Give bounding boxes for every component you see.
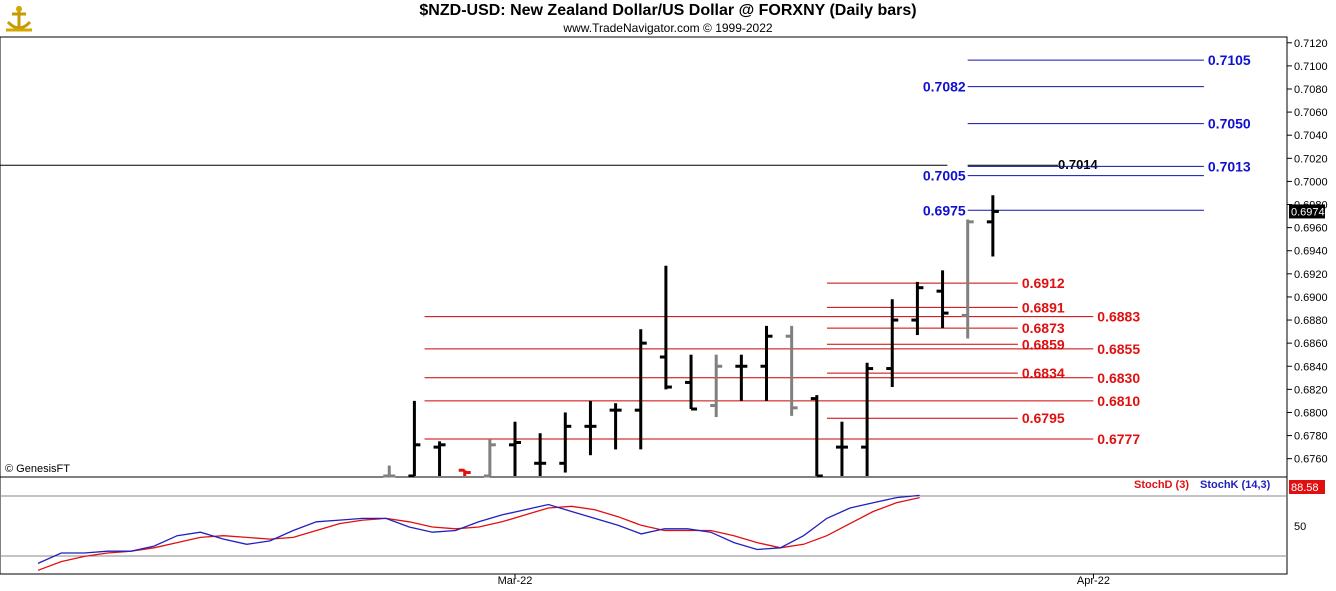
chart-header: $NZD-USD: New Zealand Dollar/US Dollar @… [0, 0, 1336, 36]
ohlc-bar [559, 412, 572, 473]
ohlc-bar [685, 354, 698, 411]
support-level-label: 0.6883 [1097, 309, 1140, 325]
chart-subtitle: www.TradeNavigator.com © 1999-2022 [563, 21, 773, 35]
y-tick-label: 0.6920 [1294, 269, 1328, 281]
ohlc-bar [408, 400, 421, 478]
fib-level-label: 0.7105 [1208, 52, 1251, 68]
y-tick-label: 0.6800 [1294, 407, 1328, 419]
ohlc-bar [886, 299, 899, 388]
y-tick-label: 0.6900 [1294, 292, 1328, 304]
y-tick-label: 0.6840 [1294, 361, 1328, 373]
fib-level-label: 0.6975 [923, 202, 966, 218]
copyright-label: © GenesisFT [5, 463, 70, 475]
ohlc-bar [936, 270, 949, 329]
y-tick-label: 0.7060 [1294, 107, 1328, 119]
last-price-box [1289, 204, 1325, 219]
support-level-label: 0.6873 [1022, 320, 1065, 336]
y-tick-label: 0.6820 [1294, 384, 1328, 396]
ohlc-bar [710, 354, 723, 418]
support-level-label: 0.6830 [1097, 370, 1140, 386]
ohlc-bar [458, 468, 471, 476]
y-tick-label: 0.6860 [1294, 338, 1328, 350]
ohlc-bar [433, 441, 446, 476]
fib-level-label: 0.7005 [923, 168, 966, 184]
support-level-label: 0.6859 [1022, 336, 1065, 352]
support-level-label: 0.6891 [1022, 299, 1065, 315]
last-price-label: 0.6974 [1291, 206, 1325, 218]
stoch-value-box [1289, 480, 1325, 494]
y-tick-label: 0.7000 [1294, 176, 1328, 188]
support-level-label: 0.6834 [1022, 365, 1065, 381]
fib-level-label: 0.7050 [1208, 116, 1251, 132]
ohlc-bar [634, 329, 647, 450]
fib-level-label: 0.7013 [1208, 158, 1251, 174]
ohlc-bar [810, 395, 823, 478]
stochd-line [37, 496, 920, 571]
ohlc-bar [785, 325, 798, 416]
y-tick-label: 0.6960 [1294, 223, 1328, 235]
y-tick-label: 0.7080 [1294, 84, 1328, 96]
stochk-legend: StochK (14,3) [1200, 479, 1271, 491]
ohlc-bar [584, 400, 597, 456]
y-tick-label: 0.7100 [1294, 61, 1328, 73]
ohlc-bar [986, 195, 999, 257]
fib-level-label: 0.7082 [923, 79, 966, 95]
ohlc-bar [509, 421, 521, 476]
y-tick-label: 0.6760 [1294, 454, 1328, 466]
ohlc-bar [861, 362, 874, 476]
stochk-line [37, 494, 920, 564]
y-tick-label: 0.7120 [1294, 38, 1328, 50]
stoch-axis-label: 50 [1294, 521, 1306, 533]
stoch-value-label: 88.58 [1291, 482, 1319, 494]
ohlc-bar [835, 421, 848, 476]
chart-title: $NZD-USD: New Zealand Dollar/US Dollar @… [419, 2, 917, 19]
ohlc-bar [659, 265, 672, 390]
stochd-legend: StochD (3) [1134, 479, 1189, 491]
support-level-label: 0.6912 [1022, 275, 1065, 291]
y-tick-label: 0.7040 [1294, 130, 1328, 142]
y-tick-label: 0.6940 [1294, 246, 1328, 258]
support-level-label: 0.6777 [1097, 431, 1140, 447]
support-level-label: 0.6795 [1022, 410, 1065, 426]
ohlc-bar [961, 219, 974, 339]
support-level-label: 0.6810 [1097, 393, 1140, 409]
ohlc-bar [735, 354, 748, 401]
ohlc-bar [383, 465, 396, 478]
plot-frame [0, 36, 1288, 575]
support-level-label: 0.6855 [1097, 341, 1140, 357]
y-tick-label: 0.6780 [1294, 431, 1328, 443]
x-tick-label: Mar-22 [498, 575, 533, 587]
ohlc-bar [534, 433, 547, 476]
x-tick-label: Apr-22 [1077, 575, 1110, 587]
y-tick-label: 0.7020 [1294, 153, 1328, 165]
ohlc-bar [760, 325, 773, 401]
y-tick-label: 0.6880 [1294, 315, 1328, 327]
ohlc-bar [609, 403, 622, 450]
ohlc-bar [911, 281, 924, 336]
ship-wheel-logo-icon [4, 4, 34, 39]
ohlc-bar [483, 439, 496, 478]
level-label-0.7014: 0.7014 [1058, 157, 1099, 172]
